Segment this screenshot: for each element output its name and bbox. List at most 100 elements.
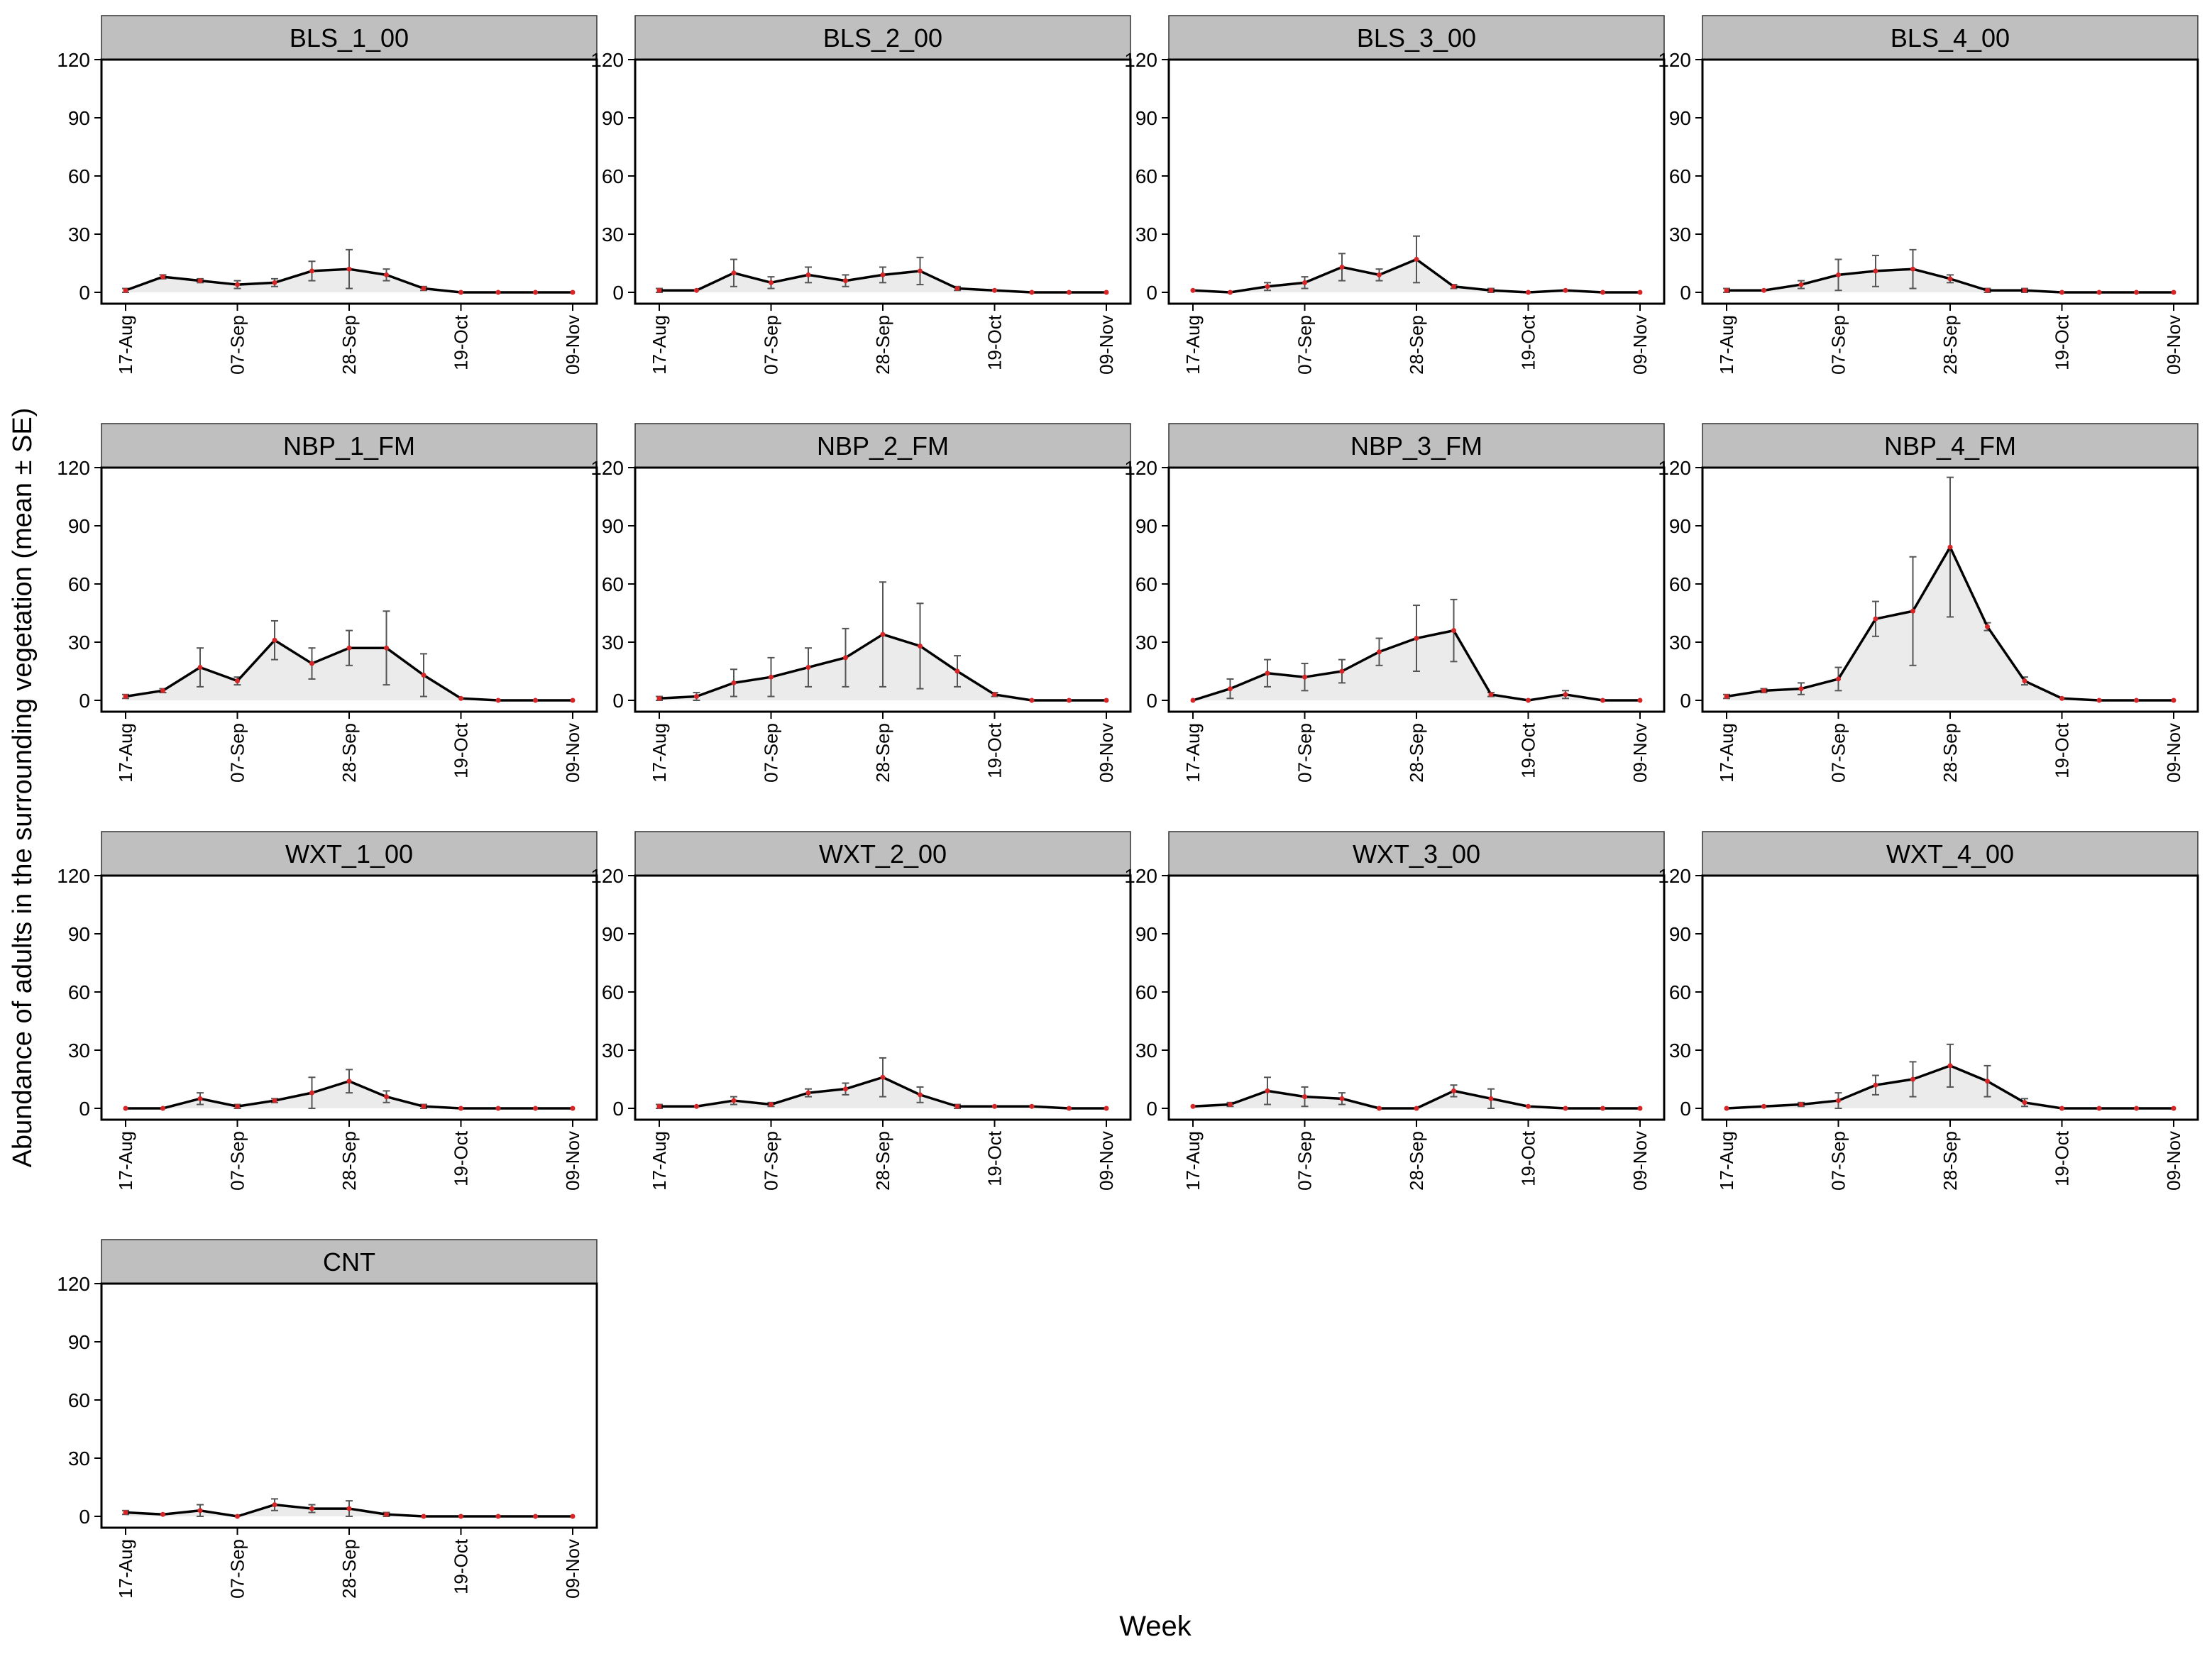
x-tick-label: 28-Sep	[872, 723, 893, 783]
data-point	[2134, 1106, 2139, 1111]
y-tick-label: 120	[1124, 457, 1157, 479]
x-tick-label: 19-Oct	[2052, 722, 2073, 778]
data-point	[992, 287, 997, 293]
facet-panel-NBP_1_FM: NBP_1_FM 0 30 60 90 120 17-Aug 07-Sep 28-Sep 19-O…	[57, 423, 598, 783]
data-point	[1414, 1106, 1419, 1111]
x-tick-label: 17-Aug	[115, 723, 136, 783]
data-point	[346, 645, 352, 651]
data-point	[1029, 698, 1035, 703]
x-tick-label: 28-Sep	[1406, 1131, 1427, 1191]
data-point	[1067, 290, 1072, 295]
y-tick-label: 90	[68, 923, 90, 945]
data-point	[123, 1510, 128, 1516]
y-tick-label: 30	[68, 1040, 90, 1062]
y-tick-label: 30	[1669, 632, 1691, 654]
data-point	[1190, 287, 1196, 293]
data-point	[1910, 266, 1915, 272]
y-tick-label: 0	[612, 1098, 624, 1120]
data-point	[2022, 1100, 2027, 1106]
x-tick-label: 19-Oct	[984, 314, 1006, 370]
x-tick-label: 09-Nov	[562, 1131, 583, 1191]
facet-panel-WXT_2_00: WXT_2_00 0 30 60 90 120 17-Aug 07-Sep 28-Sep 19-O…	[590, 831, 1132, 1191]
data-point	[1029, 290, 1035, 295]
y-tick-label: 120	[590, 865, 624, 887]
data-point	[309, 1506, 314, 1511]
x-tick-label: 07-Sep	[1294, 1131, 1316, 1191]
data-point	[123, 694, 128, 700]
y-tick-label: 90	[1135, 515, 1157, 537]
data-point	[1488, 287, 1494, 293]
data-point	[1798, 686, 1804, 692]
data-point	[495, 698, 501, 703]
data-point	[1190, 698, 1196, 703]
data-point	[1724, 694, 1729, 700]
x-tick-label: 09-Nov	[2163, 1131, 2184, 1191]
y-tick-label: 60	[1135, 165, 1157, 187]
facet-strip-label: WXT_4_00	[1886, 839, 2014, 869]
data-point	[570, 1106, 576, 1111]
data-point	[1104, 698, 1109, 703]
x-tick-label: 19-Oct	[984, 722, 1006, 778]
data-point	[1724, 287, 1729, 293]
data-point	[384, 1094, 389, 1100]
x-tick-label: 09-Nov	[1629, 1131, 1651, 1191]
x-tick-label: 17-Aug	[1716, 1131, 1737, 1191]
x-tick-label: 19-Oct	[451, 314, 472, 370]
y-tick-label: 90	[1669, 515, 1691, 537]
data-point	[1067, 698, 1072, 703]
facet-strip	[1702, 831, 2199, 876]
data-point	[1985, 287, 1990, 293]
x-tick-label: 07-Sep	[1294, 723, 1316, 783]
facet-strip-label: BLS_1_00	[290, 23, 409, 53]
data-point	[2171, 1106, 2177, 1111]
data-point	[880, 632, 886, 637]
data-point	[918, 1092, 923, 1098]
data-point	[1563, 1106, 1568, 1111]
x-tick-label: 17-Aug	[1182, 315, 1204, 375]
data-point	[694, 1103, 699, 1109]
panel-border	[1701, 58, 2199, 305]
data-point	[1761, 287, 1766, 293]
x-tick-label: 07-Sep	[227, 315, 248, 375]
x-tick-label: 09-Nov	[1629, 315, 1651, 375]
y-tick-label: 120	[590, 457, 624, 479]
x-tick-label: 07-Sep	[761, 1131, 782, 1191]
data-point	[1724, 1106, 1729, 1111]
data-point	[570, 698, 576, 703]
data-point	[992, 692, 997, 698]
data-point	[1104, 1106, 1109, 1111]
x-tick-label: 28-Sep	[1406, 315, 1427, 375]
facet-strip-label: NBP_3_FM	[1350, 431, 1482, 461]
data-point	[346, 1506, 352, 1511]
x-tick-label: 28-Sep	[339, 1131, 360, 1191]
y-tick-label: 60	[1135, 981, 1157, 1003]
x-tick-label: 07-Sep	[761, 315, 782, 375]
x-tick-label: 09-Nov	[1096, 723, 1117, 783]
data-point	[235, 678, 240, 684]
data-point	[805, 272, 811, 277]
data-point	[1836, 1098, 1841, 1103]
y-tick-label: 0	[79, 690, 90, 712]
data-point	[346, 266, 352, 272]
panel-border	[100, 1282, 598, 1529]
y-tick-label: 30	[68, 224, 90, 246]
x-tick-label: 19-Oct	[1518, 314, 1539, 370]
facet-panel-WXT_4_00: WXT_4_00 0 30 60 90 120 17-Aug 07-Sep 28-Sep 19-O…	[1658, 831, 2199, 1191]
data-point	[421, 286, 427, 292]
data-point	[1798, 282, 1804, 287]
y-tick-label: 30	[602, 632, 624, 654]
x-tick-label: 17-Aug	[115, 1131, 136, 1191]
x-tick-label: 17-Aug	[649, 1131, 670, 1191]
data-point	[533, 1514, 538, 1519]
data-point	[272, 280, 277, 285]
x-tick-label: 28-Sep	[339, 315, 360, 375]
x-tick-label: 17-Aug	[1716, 723, 1737, 783]
data-point	[2171, 290, 2177, 295]
x-tick-label: 09-Nov	[2163, 315, 2184, 375]
data-point	[533, 1106, 538, 1111]
data-point	[458, 1106, 463, 1111]
data-point	[1910, 1076, 1915, 1082]
y-tick-label: 90	[1135, 107, 1157, 129]
data-point	[694, 287, 699, 293]
